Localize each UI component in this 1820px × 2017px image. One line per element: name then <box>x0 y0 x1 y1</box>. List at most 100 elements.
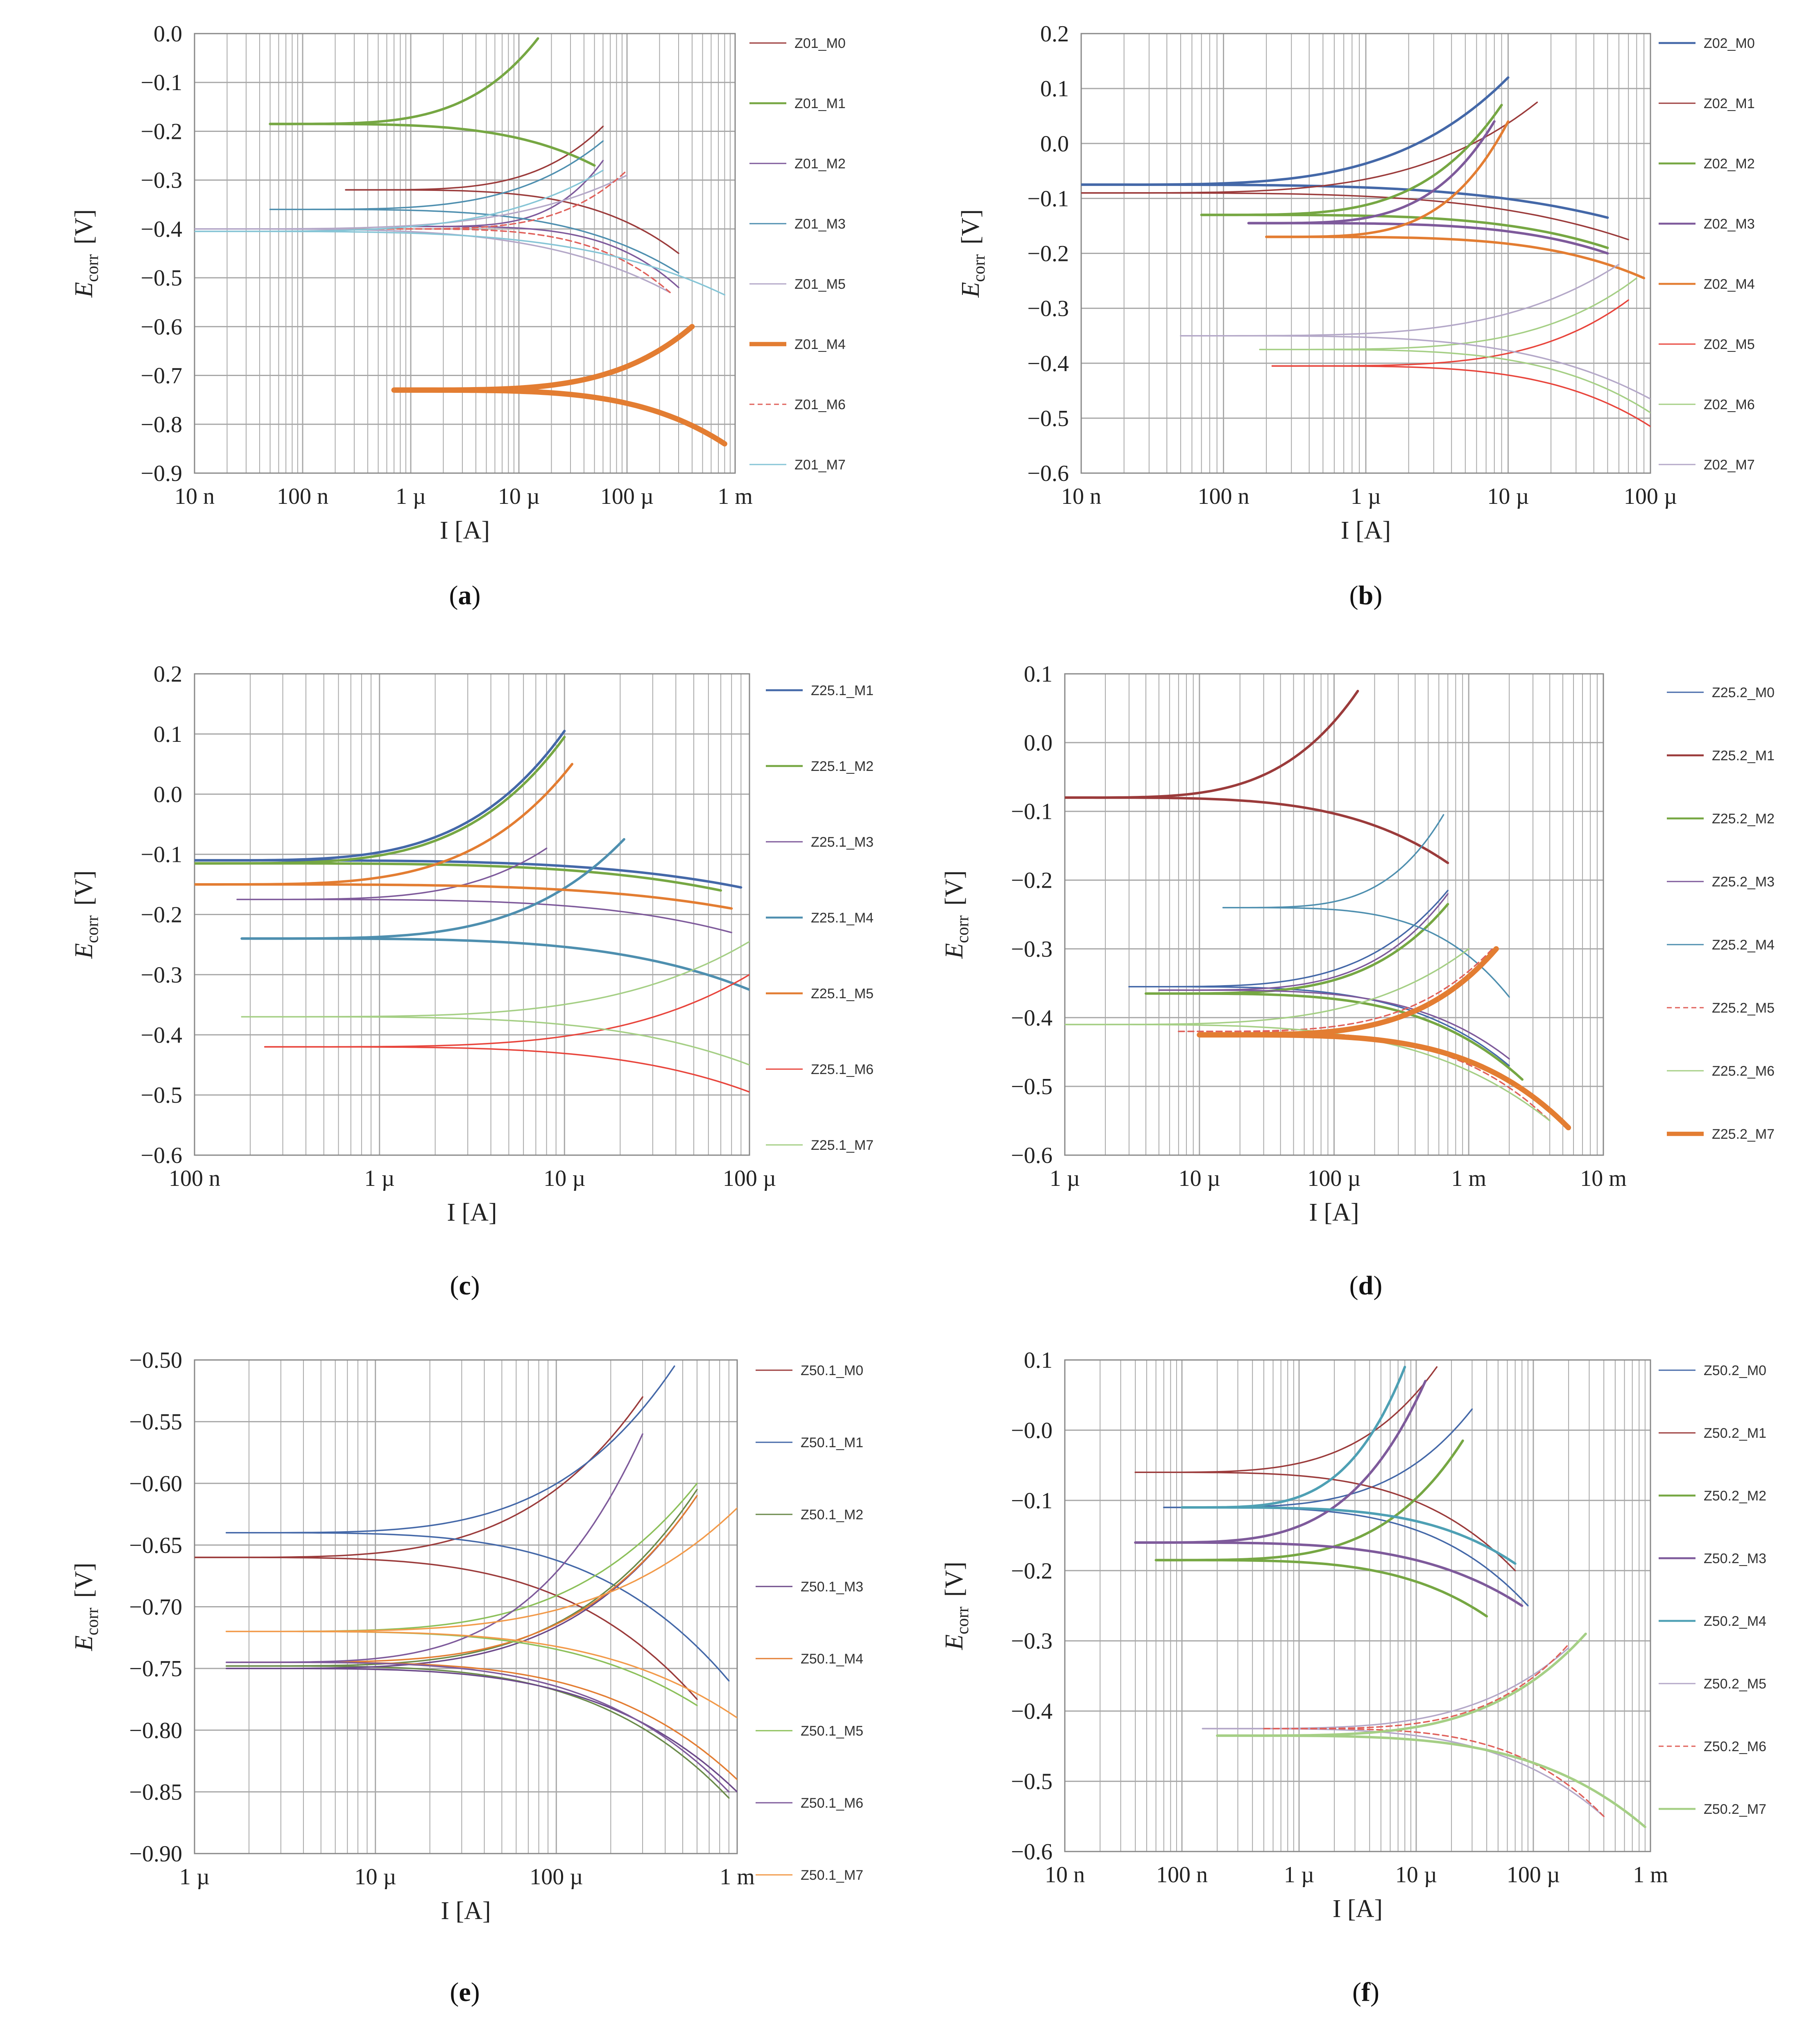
curve-cathodic <box>195 862 722 892</box>
x-axis-label: I [A] <box>1341 517 1391 544</box>
y-tick-label: −0.1 <box>1027 186 1069 211</box>
curve-cathodic <box>1271 365 1650 427</box>
x-tick-label: 1 µ <box>1050 1166 1080 1191</box>
y-tick-label: −0.1 <box>1011 1488 1053 1514</box>
y-tick-label: 0.0 <box>154 782 182 807</box>
series-Z01_M6 <box>377 170 671 293</box>
legend-label: Z25.1_M3 <box>811 834 874 850</box>
legend-label: Z02_M5 <box>1704 337 1755 352</box>
curve-cathodic <box>1222 907 1510 998</box>
series-Z50.2_M6 <box>1263 1643 1605 1818</box>
plot-frame <box>194 673 750 1156</box>
legend-label: Z01_M4 <box>795 337 846 352</box>
curve-anodic <box>1134 1366 1438 1473</box>
series-Z25.1_M1 <box>195 730 742 889</box>
curve-cathodic <box>195 1557 698 1700</box>
legend-label: Z25.2_M7 <box>1712 1126 1775 1142</box>
legend-label: Z25.1_M4 <box>811 910 874 926</box>
legend-label: Z02_M1 <box>1704 96 1755 111</box>
y-axis-label: Ecorr [V] <box>957 209 989 298</box>
y-axis-label: Ecorr [V] <box>70 1563 102 1652</box>
y-tick-label: −0.65 <box>129 1533 182 1558</box>
legend: Z25.2_M0 Z25.2_M1 Z25.2_M2 Z25.2_M3 Z25.2_M4… <box>1667 685 1775 1142</box>
y-axis-subscript: corr <box>970 254 989 282</box>
legend-label: Z25.1_M1 <box>811 683 874 698</box>
y-axis-unit: [V] <box>940 870 968 906</box>
curve-cathodic <box>1180 335 1650 400</box>
y-tick-label: −0.1 <box>140 842 182 868</box>
y-tick-label: −0.4 <box>1011 1699 1053 1724</box>
curve-cathodic <box>410 226 679 288</box>
y-tick-label: 0.1 <box>1040 76 1069 102</box>
x-tick-label: 100 µ <box>723 1166 776 1191</box>
x-axis-label: I [A] <box>441 1897 491 1925</box>
y-tick-label: −0.75 <box>129 1656 182 1682</box>
series-Z02_M2 <box>1200 104 1609 249</box>
legend-label: Z50.1_M1 <box>801 1435 863 1450</box>
curve-cathodic <box>1158 989 1510 1060</box>
legend-label: Z50.2_M6 <box>1704 1739 1766 1754</box>
x-axis-label: I [A] <box>1309 1199 1359 1226</box>
curve-cathodic <box>264 1046 749 1093</box>
y-axis-symbol: E <box>957 282 985 298</box>
y-tick-label: −0.5 <box>1011 1769 1053 1795</box>
y-tick-label: −0.80 <box>129 1718 182 1743</box>
x-tick-label: 100 n <box>1198 484 1250 509</box>
curve-cathodic <box>195 859 742 889</box>
legend-label: Z50.1_M0 <box>801 1363 863 1378</box>
series-Z50.2_M4 <box>1181 1366 1517 1565</box>
series-Z50.1_M7 <box>226 1507 737 1719</box>
plot-frame <box>1064 1359 1651 1852</box>
curve-cathodic <box>241 1016 749 1066</box>
x-axis-label: I [A] <box>1333 1895 1383 1923</box>
x-tick-label: 10 µ <box>543 1166 585 1191</box>
x-tick-label: 1 µ <box>1351 484 1381 509</box>
legend: Z50.1_M0 Z50.1_M1 Z50.1_M2 Z50.1_M3 Z50.1_M4… <box>756 1363 863 1883</box>
series-Z02_M3 <box>1247 120 1609 255</box>
series-Z25.2_M1 <box>1065 690 1449 864</box>
curve-cathodic <box>195 231 726 296</box>
y-tick-label: −0.4 <box>1011 1005 1053 1031</box>
x-tick-label: 1 µ <box>396 484 426 509</box>
curve-cathodic <box>1081 192 1629 240</box>
curve-cathodic <box>1134 1541 1523 1607</box>
legend-label: Z01_M3 <box>795 216 846 232</box>
curve-anodic <box>241 941 749 1018</box>
series-Z02_M4 <box>1265 120 1646 279</box>
gridlines <box>194 673 749 1156</box>
y-tick-label: −0.2 <box>1011 1558 1053 1584</box>
x-axis-label: I [A] <box>440 517 490 544</box>
x-tick-label: 10 µ <box>355 1864 396 1890</box>
series-Z02_M6 <box>1259 277 1650 414</box>
curve-anodic <box>269 37 539 125</box>
y-tick-label: 0.1 <box>1024 1348 1053 1373</box>
series-Z01_M2 <box>410 160 679 288</box>
series-Z50.1_M6 <box>226 1433 730 1793</box>
y-tick-label: 0.2 <box>154 662 182 687</box>
curve-cathodic <box>1065 1024 1551 1122</box>
series-group <box>195 1365 737 1799</box>
legend: Z01_M0 Z01_M1 Z01_M2 Z01_M3 Z01_M5 Z01_M4 Z01_… <box>749 36 846 473</box>
x-tick-label: 10 n <box>174 484 215 509</box>
x-tick-label: 1 m <box>718 484 753 509</box>
panel-caption: (e) <box>450 1977 480 2007</box>
panel-a: 10 n 100 n 1 µ 10 µ 100 µ 1 m 0.0 −0.1 −0.2 −0.3 −… <box>70 21 846 610</box>
series-Z25.1_M7 <box>241 941 749 1066</box>
curve-cathodic <box>226 1661 730 1793</box>
x-tick-label: 1 m <box>720 1864 755 1890</box>
legend-label: Z01_M1 <box>795 96 846 111</box>
panel-letter: f <box>1361 1977 1371 2007</box>
legend-label: Z25.2_M6 <box>1712 1063 1775 1079</box>
series-Z01_M7 <box>195 170 726 296</box>
y-axis-symbol: E <box>70 1635 98 1651</box>
y-tick-label: −0.6 <box>1027 461 1069 486</box>
legend-label: Z02_M7 <box>1704 457 1755 473</box>
panel-letter: d <box>1358 1271 1374 1301</box>
curve-cathodic <box>1134 1471 1516 1572</box>
curve-cathodic <box>1259 349 1650 414</box>
curve-anodic <box>1216 1632 1587 1737</box>
y-axis-unit: [V] <box>70 1563 98 1598</box>
legend-label: Z50.2_M1 <box>1704 1425 1766 1441</box>
curve-anodic <box>1065 690 1359 799</box>
curve-cathodic <box>391 387 727 446</box>
